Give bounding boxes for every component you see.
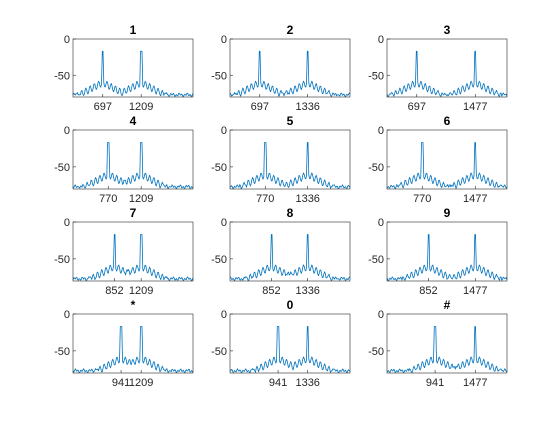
subplot-title: # [444, 298, 451, 312]
subplot-title: 2 [287, 23, 294, 37]
axes-frame [386, 38, 508, 98]
spectrum-line [229, 50, 351, 98]
y-tick-label: 0 [64, 34, 70, 46]
axes-frame [72, 221, 194, 282]
subplot-4: 0 -50 770 1209 4 [54, 114, 194, 205]
x-tick-label: 1336 [295, 377, 319, 389]
axes-frame [72, 313, 194, 374]
spectrum-line [72, 326, 194, 374]
spectrum-line [229, 234, 351, 282]
subplot-11: 0 -50 941 1336 0 [211, 298, 351, 389]
subplot-6: 0 -50 770 1477 6 [368, 114, 508, 205]
x-tick-label: 941 [112, 377, 130, 389]
x-tick-label: 1477 [463, 101, 487, 113]
x-tick-label: 941 [426, 377, 444, 389]
spectrum-line [386, 50, 508, 97]
subplot-title: 1 [130, 23, 137, 37]
spectrum-line [229, 326, 351, 374]
y-tick-label: -50 [54, 254, 70, 266]
spectrum-line [72, 50, 194, 98]
y-tick-label: 0 [64, 217, 70, 229]
x-tick-label: 1477 [463, 377, 487, 389]
axes-frame [72, 129, 194, 190]
axes-frame [72, 38, 194, 98]
subplot-title: 6 [444, 114, 451, 128]
subplot-5: 0 -50 770 1336 5 [211, 114, 351, 205]
x-tick-label: 1209 [129, 193, 153, 205]
subplot-3: 0 -50 697 1477 3 [368, 23, 508, 113]
x-tick-label: 770 [256, 193, 274, 205]
y-tick-label: -50 [211, 162, 227, 174]
axes-frame [229, 313, 351, 374]
spectrum-line [386, 234, 508, 282]
axes-frame [229, 129, 351, 190]
subplot-7: 0 -50 852 1209 7 [54, 206, 194, 297]
y-tick-label: -50 [368, 162, 384, 174]
x-tick-label: 852 [105, 285, 123, 297]
subplot-title: 3 [444, 23, 451, 37]
x-tick-label: 1477 [463, 285, 487, 297]
x-tick-label: 770 [413, 193, 431, 205]
x-tick-label: 697 [94, 101, 112, 113]
y-tick-label: -50 [211, 254, 227, 266]
x-tick-label: 852 [262, 285, 280, 297]
x-tick-label: 1336 [295, 193, 319, 205]
y-tick-label: 0 [64, 309, 70, 321]
subplot-2: 0 -50 697 1336 2 [211, 23, 351, 113]
subplot-title: 5 [287, 114, 294, 128]
subplot-title: 0 [287, 298, 294, 312]
x-tick-label: 1209 [129, 285, 153, 297]
x-tick-label: 770 [99, 193, 117, 205]
spectrum-line [386, 142, 508, 190]
x-tick-label: 1477 [463, 193, 487, 205]
x-tick-label: 941 [269, 377, 287, 389]
y-tick-label: -50 [54, 70, 70, 82]
y-tick-label: -50 [211, 346, 227, 358]
y-tick-label: -50 [368, 346, 384, 358]
x-tick-label: 1336 [295, 285, 319, 297]
y-tick-label: -50 [211, 70, 227, 82]
axes-frame [386, 313, 508, 374]
subplot-title: 7 [130, 206, 137, 220]
subplot-title: 8 [287, 206, 294, 220]
y-tick-label: 0 [221, 309, 227, 321]
spectrum-line [230, 142, 351, 190]
subplot-1: 0 -50 697 1209 1 [54, 23, 194, 113]
spectrum-line [72, 142, 194, 190]
y-tick-label: -50 [54, 346, 70, 358]
y-tick-label: 0 [221, 217, 227, 229]
subplot-title: * [131, 298, 136, 312]
subplot-title: 4 [130, 114, 137, 128]
spectrum-line [386, 326, 508, 374]
axes-frame [386, 129, 508, 190]
y-tick-label: -50 [54, 162, 70, 174]
y-tick-label: 0 [378, 125, 384, 137]
y-tick-label: -50 [368, 70, 384, 82]
y-tick-label: 0 [378, 34, 384, 46]
spectrum-line [72, 234, 194, 282]
y-tick-label: 0 [378, 309, 384, 321]
x-tick-label: 697 [251, 101, 269, 113]
y-tick-label: 0 [221, 125, 227, 137]
subplot-12: 0 -50 941 1477 # [368, 298, 508, 389]
y-tick-label: 0 [64, 125, 70, 137]
x-tick-label: 1209 [129, 101, 153, 113]
axes-frame [229, 38, 351, 98]
y-tick-label: 0 [378, 217, 384, 229]
x-tick-label: 852 [419, 285, 437, 297]
subplot-8: 0 -50 852 1336 8 [211, 206, 351, 297]
axes-frame [386, 221, 508, 282]
y-tick-label: 0 [221, 34, 227, 46]
subplot-title: 9 [444, 206, 451, 220]
axes-frame [229, 221, 351, 282]
x-tick-label: 1209 [129, 377, 153, 389]
subplot-9: 0 -50 852 1477 9 [368, 206, 508, 297]
y-tick-label: -50 [368, 254, 384, 266]
x-tick-label: 1336 [295, 101, 319, 113]
x-tick-label: 697 [408, 101, 426, 113]
